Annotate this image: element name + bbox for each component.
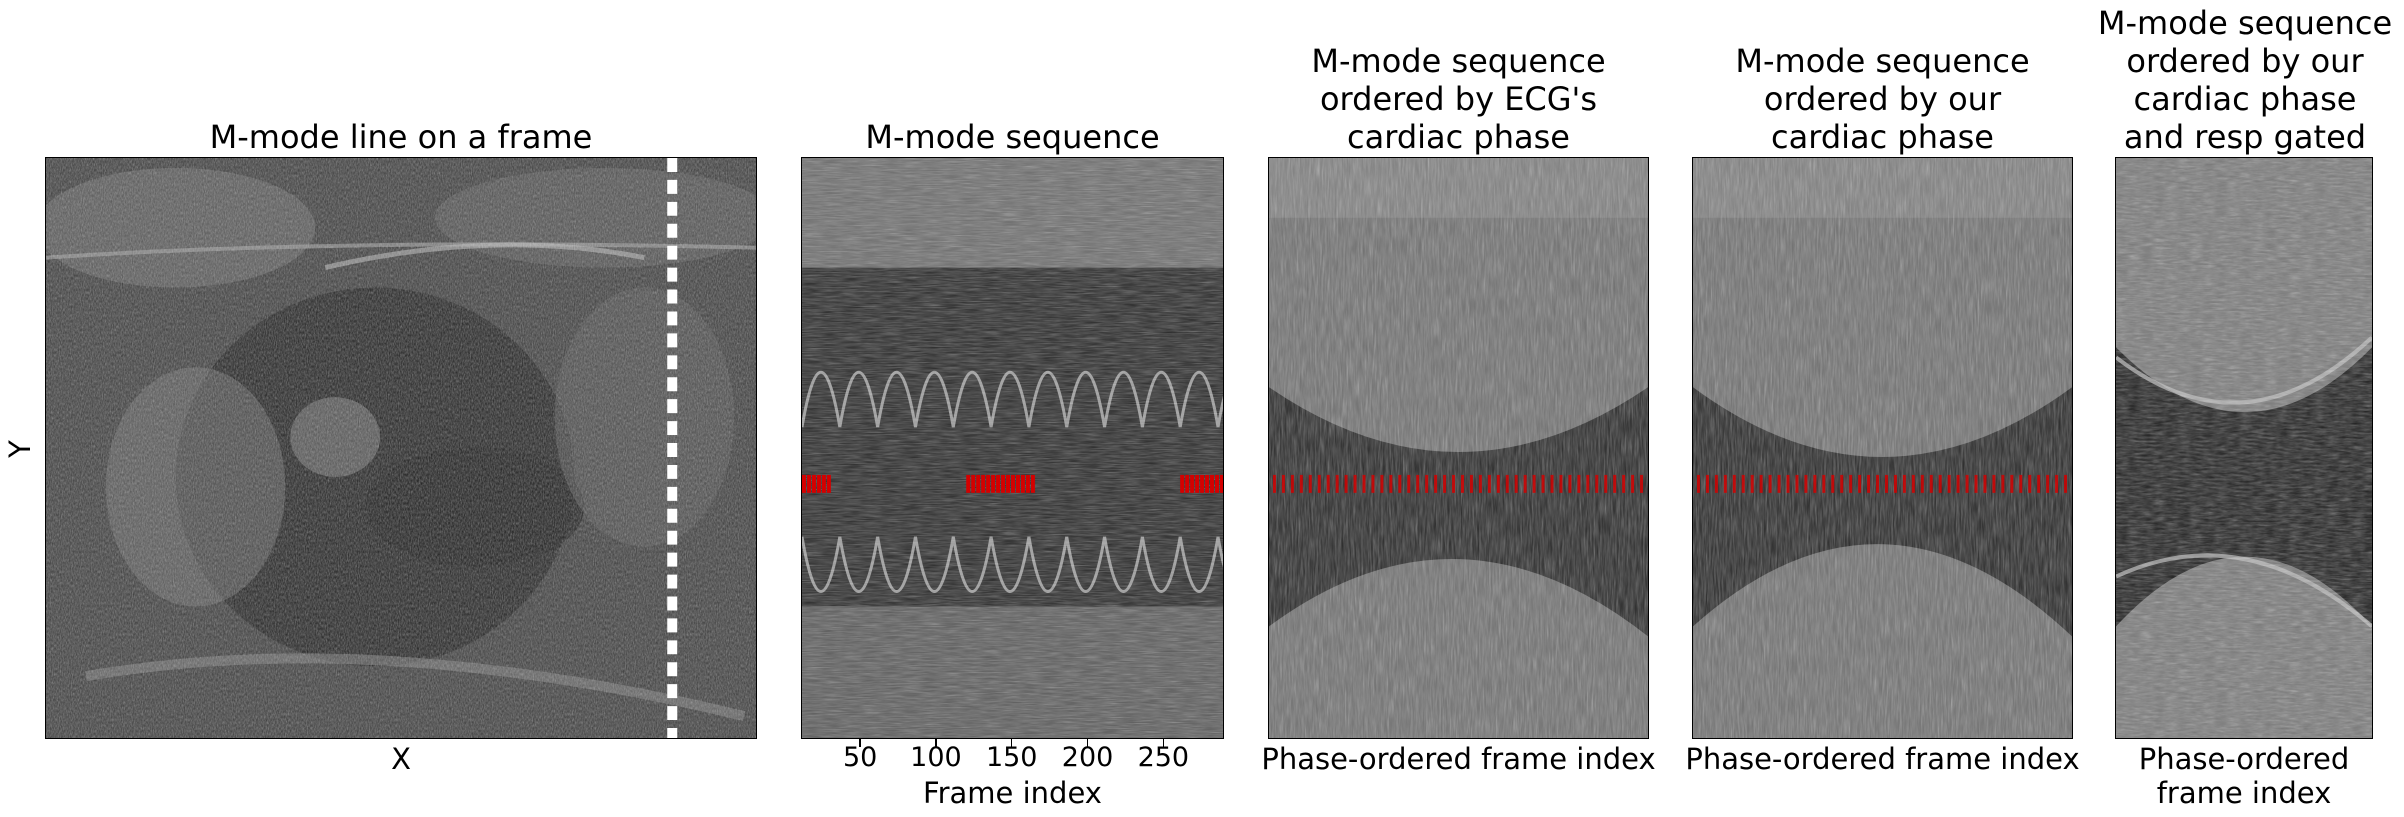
xlabel-sequence: Frame index bbox=[923, 776, 1102, 810]
xlabel-ecg: Phase-ordered frame index bbox=[1261, 742, 1656, 776]
gated-ordered-image bbox=[2115, 157, 2373, 739]
xlabel-frame: X bbox=[391, 742, 411, 776]
ecg-ordered-image bbox=[1268, 157, 1649, 739]
xlabel-ours: Phase-ordered frame index bbox=[1685, 742, 2080, 776]
xtick-label: 200 bbox=[1061, 742, 1114, 773]
xtick-mark bbox=[935, 739, 937, 747]
xtick-mark bbox=[859, 739, 861, 747]
xlabel-gated: Phase-ordered frame index bbox=[2138, 742, 2350, 810]
xtick-label: 100 bbox=[910, 742, 962, 773]
panel-title-sequence: M-mode sequence bbox=[865, 118, 1160, 156]
ultrasound-frame-image bbox=[45, 157, 757, 739]
xtick-mark bbox=[1010, 739, 1013, 747]
ours-ordered-image bbox=[1692, 157, 2073, 739]
xtick-mark bbox=[1162, 739, 1165, 747]
panel-title-frame: M-mode line on a frame bbox=[209, 118, 593, 156]
panel-title-gated: M-mode sequence ordered by our cardiac p… bbox=[2097, 4, 2393, 156]
panel-title-ecg: M-mode sequence ordered by ECG's cardiac… bbox=[1311, 42, 1606, 156]
panel-title-ours: M-mode sequence ordered by our cardiac p… bbox=[1735, 42, 2030, 156]
xtick-label: 150 bbox=[985, 742, 1038, 773]
ylabel-frame: Y bbox=[3, 440, 37, 458]
xtick-label: 250 bbox=[1137, 742, 1190, 773]
xtick-mark bbox=[1086, 739, 1089, 747]
xtick-label: 50 bbox=[842, 742, 878, 773]
mmode-sequence-image bbox=[801, 157, 1224, 739]
